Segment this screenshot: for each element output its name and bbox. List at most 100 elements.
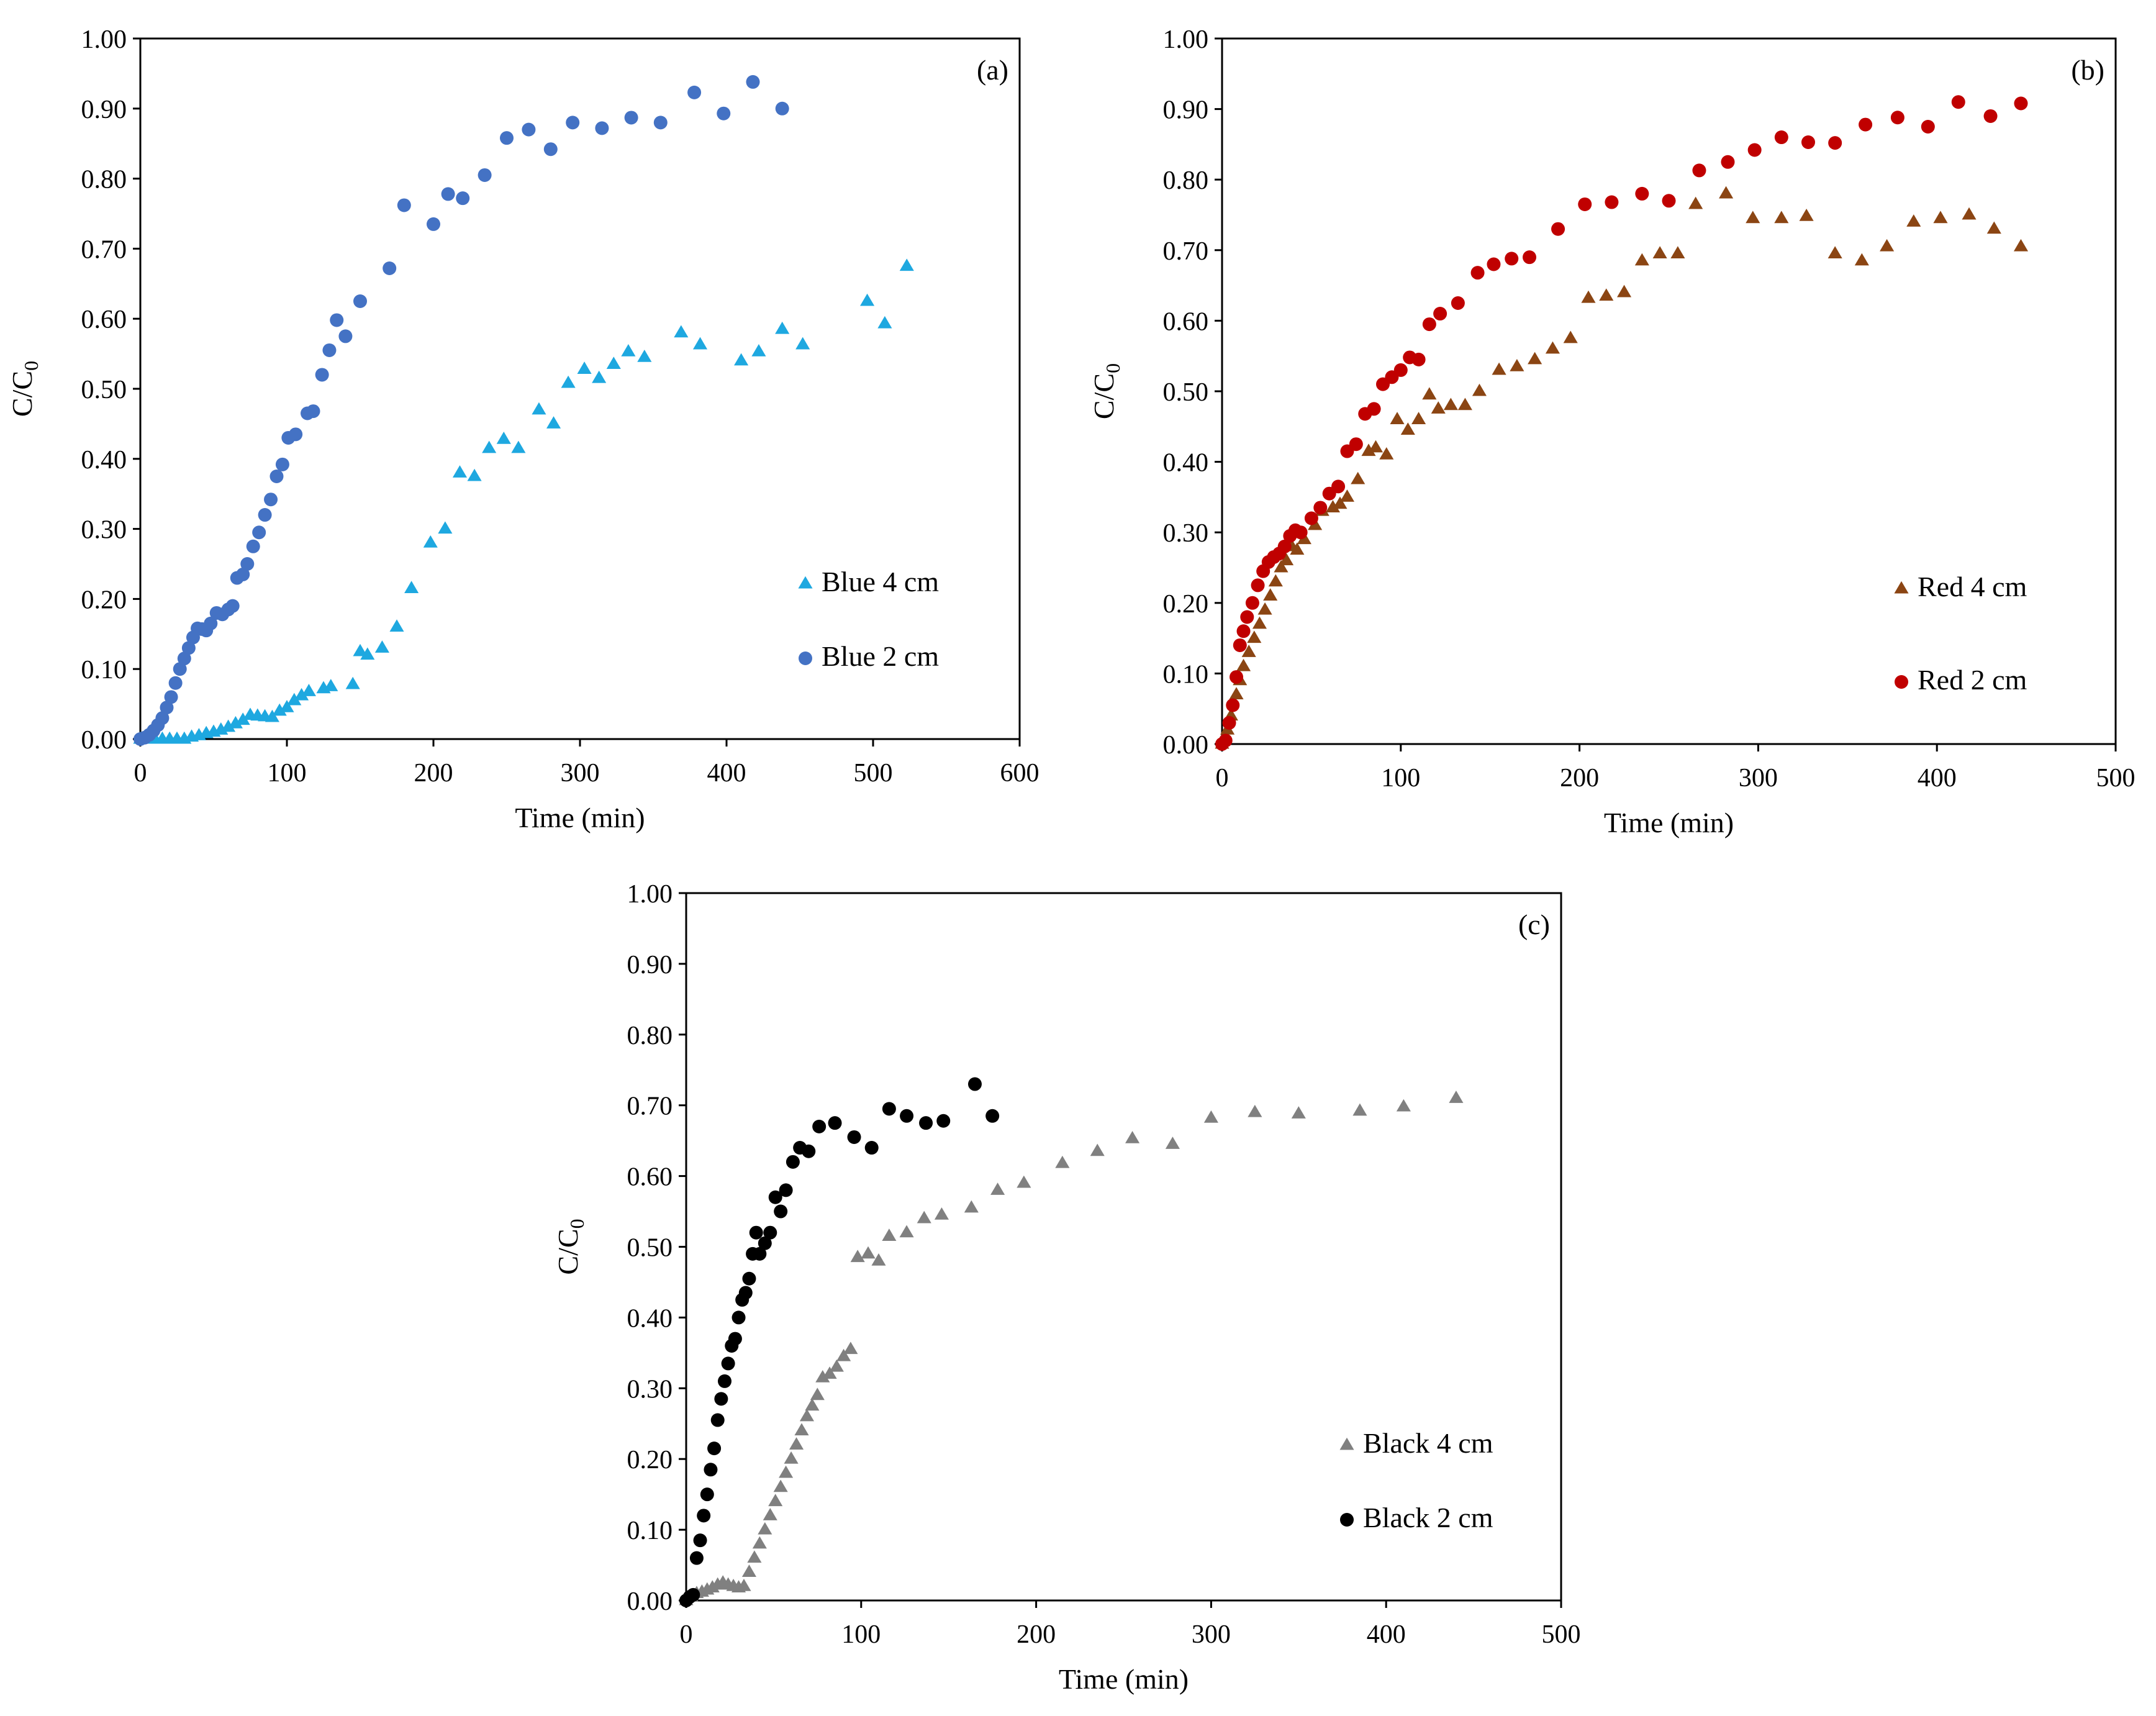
plot-frame: [139, 37, 1021, 740]
legend-label: Black 4 cm: [1363, 1427, 1493, 1459]
data-point: [177, 651, 191, 666]
data-point: [779, 1465, 794, 1478]
data-point: [1245, 596, 1259, 610]
y-tick-label: 0.00: [627, 1587, 673, 1616]
y-axis-title-main: C/C: [552, 1228, 584, 1274]
panel-label: (b): [2071, 54, 2104, 86]
y-tick-label: 1.00: [81, 25, 127, 54]
data-point: [1528, 352, 1542, 365]
data-point: [692, 337, 708, 350]
data-point: [1662, 194, 1676, 208]
x-tick-label: 0: [1216, 764, 1229, 792]
data-point: [289, 427, 303, 442]
x-tick-label: 100: [268, 759, 307, 788]
data-point: [1165, 1137, 1180, 1149]
data-point: [427, 217, 440, 231]
data-point: [700, 1487, 714, 1502]
y-tick-label: 0.20: [1163, 590, 1209, 619]
series-2: [679, 1077, 1000, 1607]
data-point: [1505, 252, 1519, 266]
series-2: [134, 75, 789, 746]
data-point: [1351, 471, 1366, 484]
x-tick-label: 300: [1739, 764, 1778, 792]
data-point: [753, 1246, 767, 1261]
data-point: [1617, 284, 1632, 297]
series-2: [1215, 95, 2028, 751]
data-point: [1125, 1130, 1140, 1143]
data-point: [751, 343, 766, 356]
panel-label: (c): [1518, 909, 1550, 940]
y-tick-label: 0.20: [81, 586, 127, 614]
y-tick-label: 0.70: [627, 1092, 673, 1121]
data-point: [1277, 539, 1292, 553]
data-point: [1090, 1143, 1105, 1156]
data-point: [1721, 155, 1735, 169]
plot-frame: [685, 892, 1562, 1602]
data-point: [155, 711, 170, 725]
data-point: [774, 1204, 788, 1219]
data-point: [1236, 658, 1251, 671]
data-point: [1274, 560, 1289, 573]
chart-panel-1: 0.00 0.10 0.20 0.30 0.40 0.50 0.60 0.70 0.80 0.90…: [6, 25, 1040, 833]
data-point: [404, 581, 419, 594]
y-tick-label: 0.80: [1163, 166, 1209, 195]
data-point: [577, 361, 592, 374]
data-point: [900, 1109, 914, 1123]
data-point: [1962, 207, 1977, 220]
y-axis-title-subscript: 0: [566, 1219, 588, 1228]
y-tick-label: 0.40: [1163, 449, 1209, 478]
data-point: [1240, 610, 1254, 624]
data-point: [746, 75, 760, 89]
data-point: [2013, 238, 2029, 252]
data-point: [1349, 437, 1363, 452]
data-point: [843, 1341, 858, 1355]
x-tick-label: 600: [1000, 759, 1040, 788]
data-point: [810, 1387, 825, 1400]
data-point: [330, 313, 344, 327]
data-point: [749, 1225, 763, 1240]
data-point: [1551, 222, 1565, 236]
y-tick-label: 0.50: [627, 1234, 673, 1263]
y-tick-label: 0.30: [81, 516, 127, 545]
y-axis-title-main: C/C: [1088, 373, 1120, 419]
data-point: [264, 493, 278, 507]
data-point: [1431, 401, 1446, 414]
y-axis-title: C/C0: [1088, 363, 1124, 419]
data-point: [1422, 387, 1437, 400]
data-point: [173, 662, 187, 676]
data-point: [850, 1250, 865, 1263]
data-point: [882, 1228, 897, 1241]
data-point: [1688, 196, 1703, 209]
data-point: [1449, 1091, 1464, 1103]
data-point: [721, 1356, 735, 1371]
data-point: [775, 101, 789, 116]
data-point: [423, 535, 438, 548]
data-point: [275, 457, 289, 471]
legend-marker: [1895, 675, 1908, 689]
data-point: [812, 1119, 827, 1133]
data-point: [1799, 208, 1814, 221]
data-point: [595, 121, 609, 135]
x-tick-label: 500: [2096, 764, 2136, 792]
data-point: [763, 1508, 777, 1520]
x-tick-label: 0: [680, 1620, 693, 1649]
y-tick-label: 0.60: [81, 306, 127, 334]
data-point: [1933, 211, 1948, 224]
data-point: [1605, 195, 1619, 209]
x-tick-label: 200: [414, 759, 453, 788]
data-point: [1986, 221, 2001, 234]
legend-marker: [799, 651, 812, 665]
data-point: [1400, 422, 1415, 435]
data-point: [1268, 574, 1283, 587]
data-point: [235, 712, 250, 725]
data-point: [693, 1533, 707, 1548]
data-point: [1251, 578, 1265, 592]
data-point: [967, 1077, 982, 1091]
y-tick-label: 0.50: [81, 376, 127, 404]
data-point: [779, 1183, 793, 1197]
data-point: [1433, 307, 1447, 321]
data-point: [732, 1310, 746, 1325]
data-point: [1581, 290, 1596, 303]
data-point: [1379, 447, 1394, 460]
